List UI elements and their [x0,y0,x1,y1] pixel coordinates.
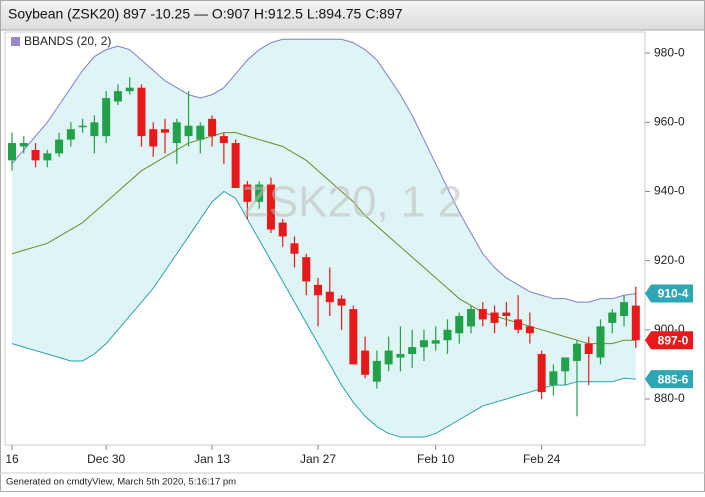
x-tick-label: Dec 30 [87,452,125,466]
candle-body [325,291,334,303]
candle-body [314,284,323,296]
candle-body [196,125,205,140]
band-lower [11,190,636,438]
candle-body [43,153,52,161]
price-badge [645,370,693,389]
candle-body [137,87,146,137]
candle-body [361,350,370,375]
chart-title: Soybean (ZSK20) 897 -10.25 — O:907 H:912… [8,6,403,22]
x-tick-label: Jan 13 [194,452,230,466]
candle-body [384,350,393,365]
candle-body [243,184,252,202]
legend-swatch [11,37,20,46]
y-tick-label: 980-0 [654,45,685,59]
candle-body [443,329,452,341]
candle-body [561,357,570,372]
candle-body [478,309,487,320]
candle-body [31,149,40,161]
candle-body [525,326,534,334]
candle-body [419,340,428,348]
candle-body [55,139,64,154]
x-tick-label: Feb 24 [523,452,561,466]
band-fill [12,39,636,438]
candle-body [372,360,381,382]
candle-body [208,118,217,137]
candle-body [161,129,170,133]
candle-body [184,125,193,137]
plot-layer [8,38,640,438]
candle-body [266,184,275,230]
candle-body [231,143,240,188]
candle-body [549,371,558,386]
candle-body [255,184,264,202]
candle-body [396,354,405,358]
watermark: ZSK20, 1 2 [242,178,462,227]
candle-body [8,143,16,161]
price-badge [645,331,693,350]
candle-body [620,302,629,316]
candle-body [596,326,605,358]
candle-body [514,319,523,330]
candle-body [102,98,111,137]
candle-body [502,312,511,316]
x-tick-label: 16 [5,452,19,466]
candle-body [172,122,181,144]
candle-body [113,91,122,102]
candle-body [78,125,87,128]
candle-body [572,343,581,361]
candle-body [90,122,99,137]
y-tick-label: 880-0 [654,391,685,405]
candle-body [431,340,440,344]
price-badge-label: 910-4 [658,287,689,301]
candle-body [584,343,593,355]
x-tick-label: Feb 10 [417,452,455,466]
y-tick-label: 940-0 [654,184,685,198]
candle-body [349,309,358,365]
candle-body [408,347,417,355]
candle-body [66,129,75,140]
y-tick-label: 960-0 [654,114,685,128]
legend-label: BBANDS (20, 2) [24,34,111,48]
candle-body [290,243,299,254]
candle-body [302,257,311,282]
candle-body [278,222,287,237]
price-badge-label: 885-6 [658,372,689,386]
band-upper [11,38,636,303]
footer: Generated on cmdtyView, March 5th 2020, … [6,477,236,488]
candle-body [467,309,476,327]
y-tick-label: 920-0 [654,253,685,267]
candle-body [337,298,346,306]
candle-body [455,315,464,334]
price-badge-label: 897-0 [658,333,689,347]
candle-body [219,136,228,144]
candle-body [125,87,134,92]
candle-body [608,312,617,323]
candle-body [631,305,640,341]
candle-body [19,143,28,147]
x-tick-label: Jan 27 [300,452,336,466]
candle-body [490,312,499,323]
price-badge [645,284,693,303]
candle-body [149,129,158,147]
candle-body [537,354,546,393]
header-bar [1,1,704,30]
